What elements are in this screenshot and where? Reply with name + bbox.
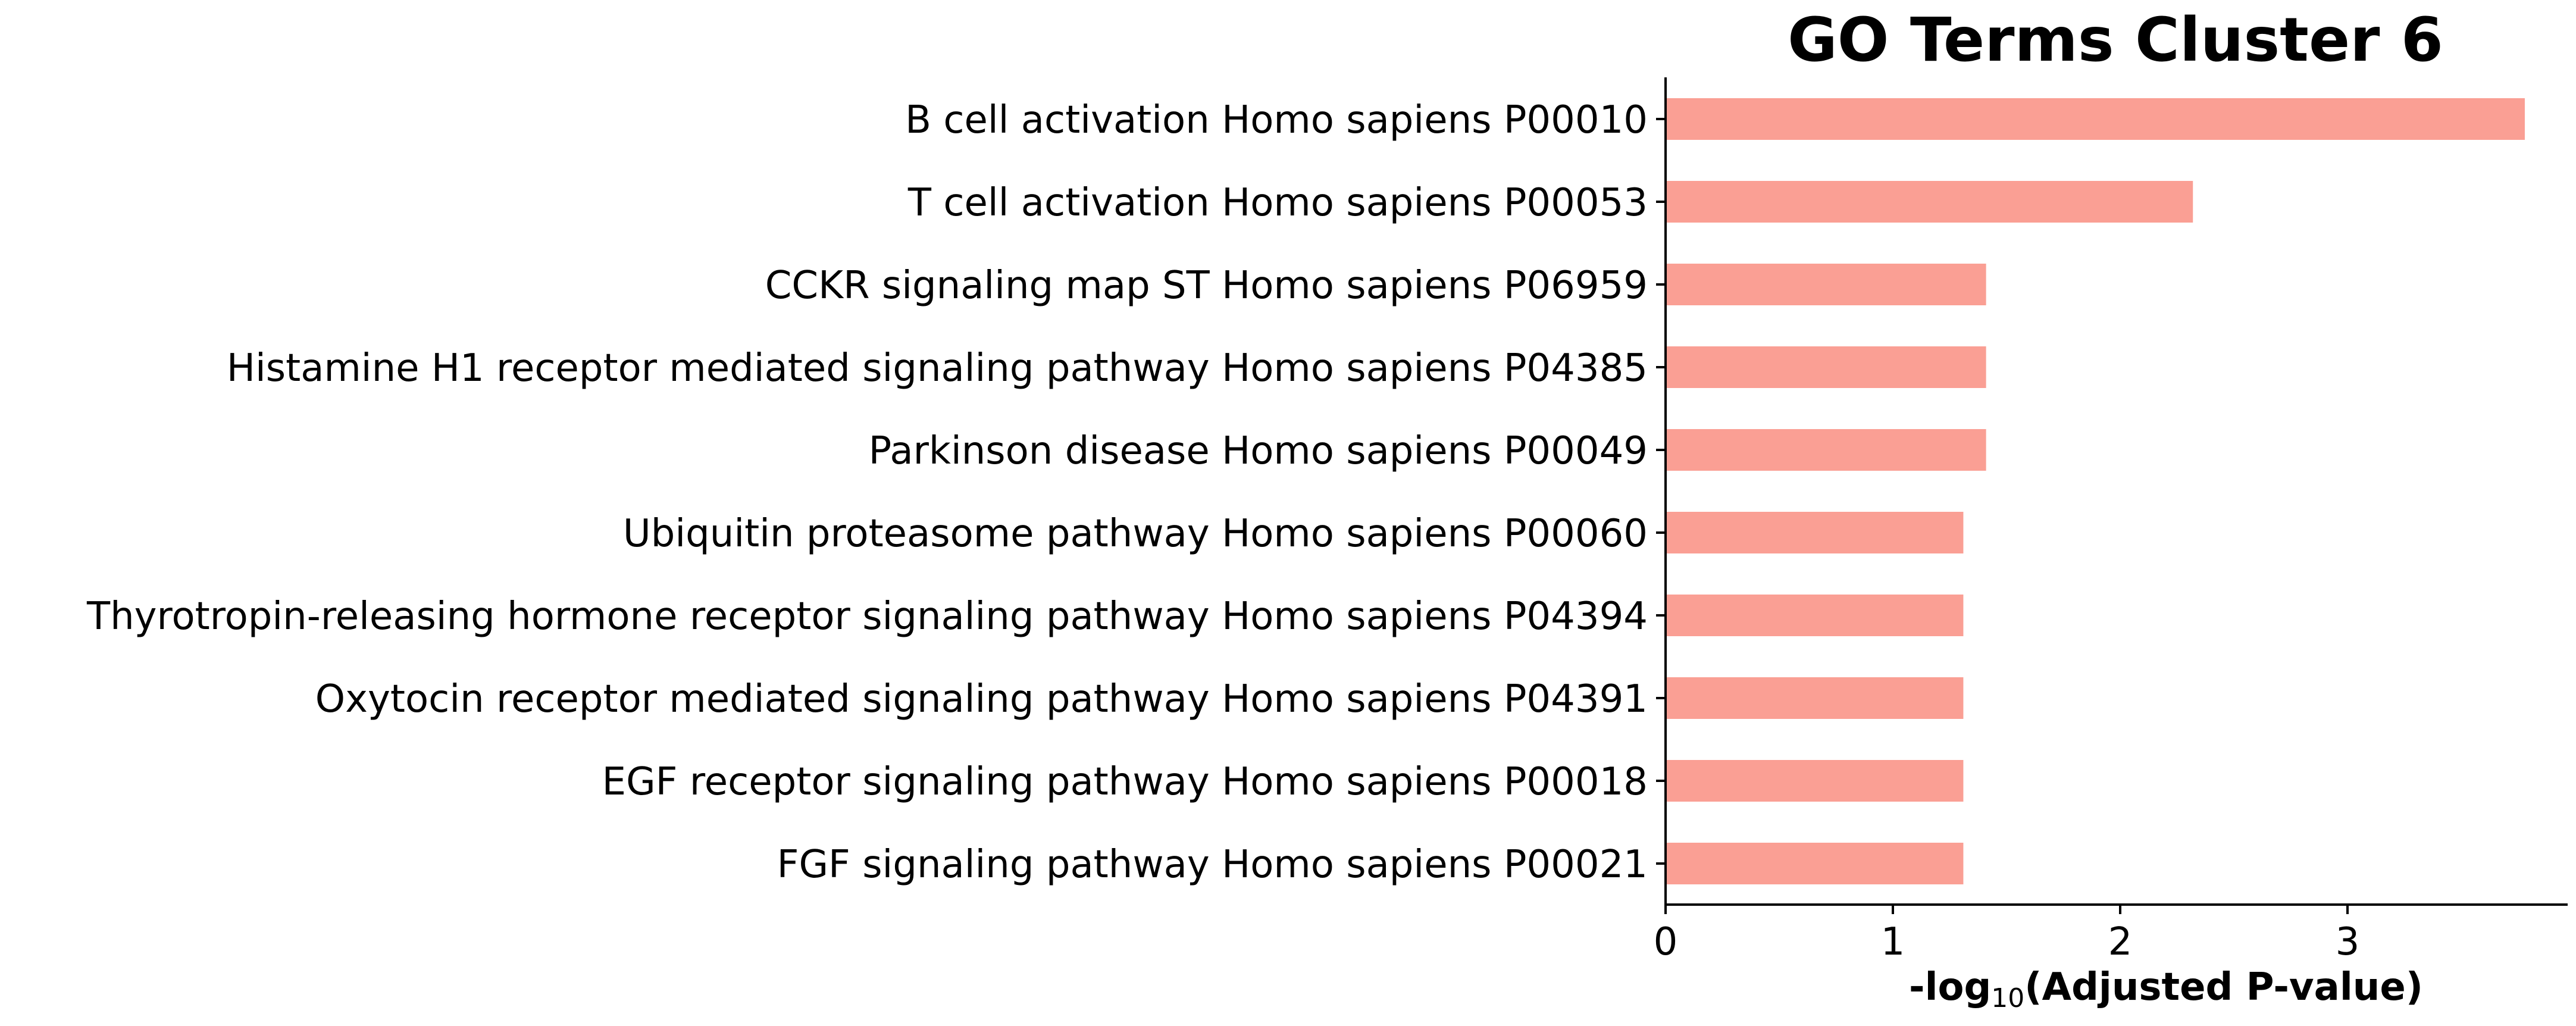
bar-4: [1666, 346, 1986, 388]
category-label-1: B cell activation Homo sapiens P00010: [905, 98, 1648, 142]
x-axis-label-prefix: -log: [1909, 965, 1991, 1009]
bar-7: [1666, 595, 1964, 636]
bar-3: [1666, 264, 1986, 305]
category-label-6: Ubiquitin proteasome pathway Homo sapien…: [623, 512, 1648, 556]
category-label-9: EGF receptor signaling pathway Homo sapi…: [602, 760, 1648, 804]
bar-1: [1666, 98, 2525, 140]
bar-8: [1666, 677, 1964, 719]
bar-6: [1666, 512, 1964, 553]
x-axis-ticks: 0 1 2 3: [1654, 905, 2360, 964]
x-tick-label-3: 3: [2336, 920, 2360, 964]
bar-2: [1666, 181, 2193, 223]
x-tick-label-1: 1: [1881, 920, 1905, 964]
bar-9: [1666, 760, 1964, 802]
bar-5: [1666, 429, 1986, 471]
category-label-2: T cell activation Homo sapiens P00053: [907, 181, 1648, 225]
category-label-8: Oxytocin receptor mediated signaling pat…: [315, 677, 1648, 721]
category-label-7: Thyrotropin-releasing hormone receptor s…: [86, 595, 1648, 639]
bars-group: [1666, 98, 2525, 884]
chart-title: GO Terms Cluster 6: [1788, 5, 2443, 76]
category-label-3: CCKR signaling map ST Homo sapiens P0695…: [765, 264, 1648, 308]
category-label-4: Histamine H1 receptor mediated signaling…: [227, 346, 1648, 390]
category-labels: B cell activation Homo sapiens P00010 T c…: [86, 98, 1666, 887]
x-axis-label-suffix: (Adjusted P-value): [2024, 965, 2423, 1009]
category-label-10: FGF signaling pathway Homo sapiens P0002…: [777, 843, 1648, 887]
x-tick-label-2: 2: [2108, 920, 2133, 964]
category-label-5: Parkinson disease Homo sapiens P00049: [869, 429, 1648, 473]
x-axis-label: -log10(Adjusted P-value): [1909, 965, 2423, 1014]
x-axis-label-subscript: 10: [1991, 983, 2024, 1014]
bar-10: [1666, 843, 1964, 884]
x-tick-label-0: 0: [1654, 920, 1678, 964]
